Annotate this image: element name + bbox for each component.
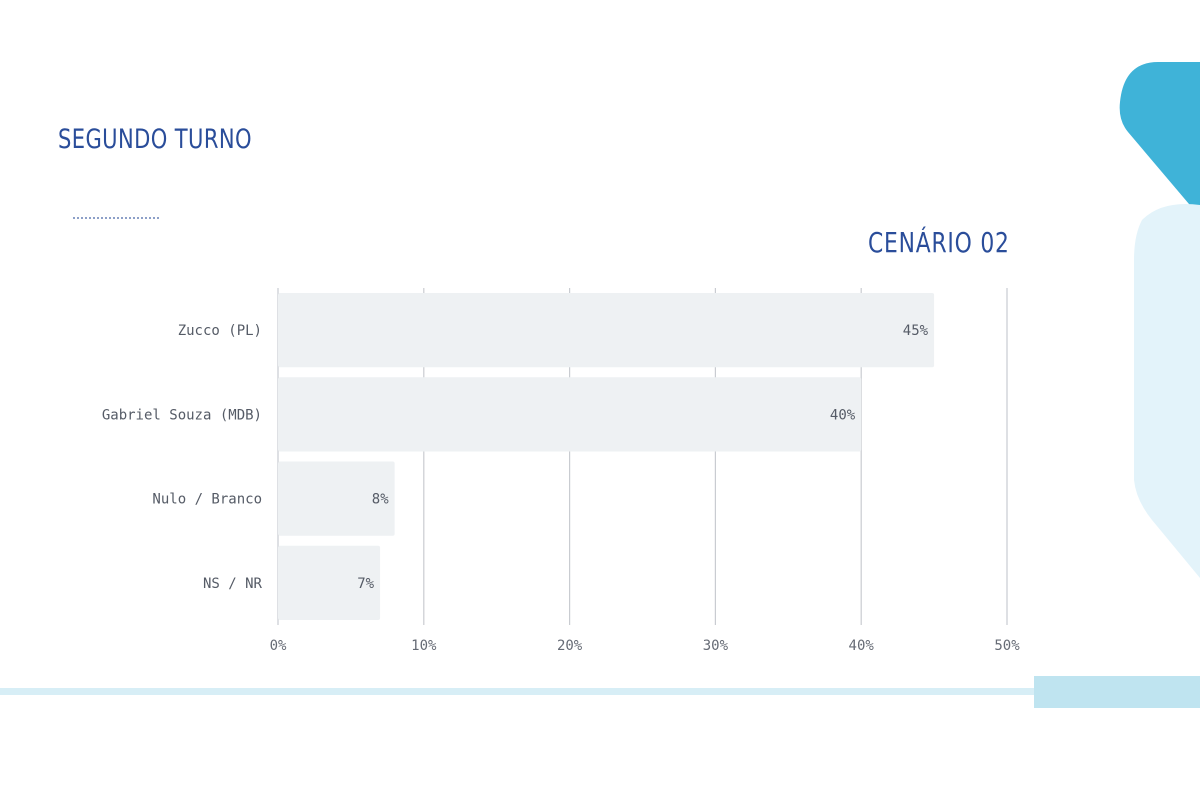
x-tick-label: 0% [270,638,287,654]
category-label: Nulo / Branco [152,492,262,508]
x-tick-label: 30% [703,638,729,654]
bottom-stripe [0,688,1135,695]
x-tick-label: 10% [411,638,437,654]
category-label: Zucco (PL) [178,323,262,339]
value-label: 45% [903,323,929,339]
value-label: 8% [372,492,389,508]
x-tick-label: 40% [849,638,875,654]
x-tick-label: 20% [557,638,583,654]
value-label: 7% [357,576,374,592]
category-label: NS / NR [203,576,263,592]
bottom-right-block [1034,676,1200,708]
value-label: 40% [830,407,856,423]
scenario-label: CENÁRIO 02 [868,226,1010,259]
bar [278,461,395,536]
bar [278,293,935,368]
bar [278,377,862,452]
page-title: SEGUNDO TURNO [58,124,252,155]
top-right-accent-shape [1118,62,1200,222]
x-tick-label: 50% [994,638,1020,654]
title-underline [73,217,159,219]
bar [278,545,381,620]
category-label: Gabriel Souza (MDB) [102,407,262,423]
right-light-accent-shape [1132,200,1200,580]
